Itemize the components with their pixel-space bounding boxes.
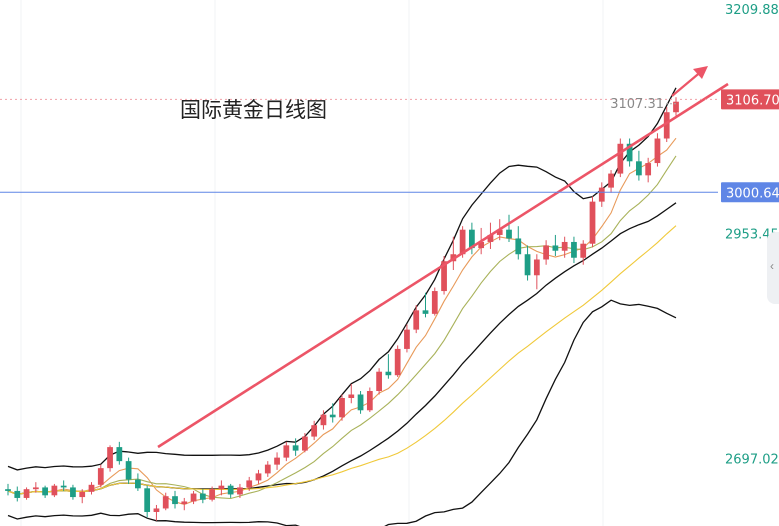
candle-body-51 (478, 241, 485, 249)
candle-body-34 (320, 414, 327, 426)
candle-body-20 (190, 493, 197, 502)
candle-body-63 (589, 201, 596, 244)
up-arrow-head (693, 66, 708, 79)
ma-30 (7, 225, 677, 495)
level-badge-text: 3000.64 (726, 186, 779, 201)
candle-body-32 (302, 436, 308, 451)
candle-body-40 (376, 371, 382, 391)
candle-body-26 (246, 480, 253, 488)
candle-body-15 (144, 488, 151, 512)
candle-body-14 (135, 479, 141, 489)
candle-body-62 (580, 243, 587, 258)
support-trendline (157, 82, 729, 449)
grid (20, 0, 604, 526)
current-price-badge-text: 3106.70 (726, 93, 779, 108)
candle-body-29 (274, 457, 280, 465)
candle-body-36 (339, 398, 345, 418)
candle-body-23 (218, 485, 225, 490)
candle-body-27 (255, 473, 262, 481)
candle-body-54 (506, 229, 512, 239)
candle-body-10 (97, 468, 104, 485)
candle-body-2 (23, 489, 30, 498)
candle-body-49 (459, 229, 466, 255)
candle-body-1 (14, 490, 21, 498)
level-badge-bg (721, 182, 779, 203)
price-axis-label-0: 3209.88 (725, 3, 779, 18)
candle-body-59 (552, 245, 559, 251)
candle-body-61 (571, 241, 577, 258)
candle-body-31 (292, 445, 299, 451)
candle-body-6 (60, 485, 67, 488)
current-price-badge-bg (721, 89, 779, 110)
candle-body-22 (209, 489, 215, 500)
candle-body-58 (543, 245, 549, 260)
candle-body-11 (107, 447, 113, 469)
candle-body-5 (51, 485, 58, 496)
candle-body-55 (515, 238, 522, 255)
candles (5, 97, 679, 521)
high-marker-label: 3107.31 (610, 97, 664, 112)
candle-body-7 (70, 487, 76, 498)
candle-body-45 (422, 310, 429, 314)
candle-body-9 (88, 484, 95, 492)
candle-body-28 (264, 464, 271, 474)
candle-body-39 (366, 390, 373, 411)
candle-body-64 (598, 187, 605, 202)
candle-body-16 (153, 508, 160, 512)
candle-body-38 (357, 394, 364, 411)
candle-body-67 (626, 143, 633, 162)
candle-body-4 (42, 487, 48, 496)
candle-body-19 (181, 501, 188, 505)
candle-body-25 (237, 487, 243, 495)
candle-body-41 (385, 371, 392, 376)
price-axis[interactable]: 3209.88 2953.45 2697.02 3106.70 3000.64 (721, 3, 779, 468)
candle-body-70 (654, 138, 661, 164)
candle-body-12 (116, 447, 123, 462)
candle-body-71 (663, 112, 670, 139)
price-axis-label-1: 2953.45 (725, 228, 779, 243)
chart-title: 国际黄金日线图 (180, 98, 327, 122)
boll-lower (7, 299, 677, 526)
candle-body-8 (79, 491, 86, 498)
price-axis-label-2: 2697.02 (725, 452, 779, 467)
candle-body-30 (283, 445, 290, 458)
candle-body-17 (162, 496, 169, 509)
candle-body-66 (617, 143, 624, 174)
chevron-left-icon: ‹ (770, 259, 774, 273)
candle-body-60 (561, 241, 568, 251)
candle-body-24 (227, 485, 234, 495)
candle-body-0 (5, 489, 11, 491)
candle-body-43 (404, 329, 410, 349)
candle-body-42 (394, 348, 401, 376)
candle-body-35 (329, 414, 336, 418)
candle-body-53 (496, 229, 503, 235)
candle-body-50 (469, 229, 475, 249)
candle-body-72 (673, 101, 679, 113)
candle-body-68 (636, 161, 642, 176)
candle-body-13 (125, 461, 132, 480)
candle-body-65 (608, 173, 614, 188)
candle-body-46 (431, 291, 438, 314)
candle-body-56 (524, 254, 531, 276)
candle-body-37 (348, 394, 355, 399)
candle-body-57 (533, 259, 540, 276)
overlays: 3107.31 (0, 66, 729, 449)
candle-body-3 (32, 487, 39, 490)
candle-body-33 (311, 425, 318, 437)
candle-body-47 (441, 261, 447, 292)
axis-scroll-handle[interactable]: ‹ (767, 232, 779, 304)
candle-body-21 (199, 493, 206, 500)
candle-body-52 (487, 234, 494, 242)
candle-body-69 (645, 163, 652, 176)
candle-body-44 (413, 310, 420, 330)
candle-body-18 (172, 496, 178, 505)
